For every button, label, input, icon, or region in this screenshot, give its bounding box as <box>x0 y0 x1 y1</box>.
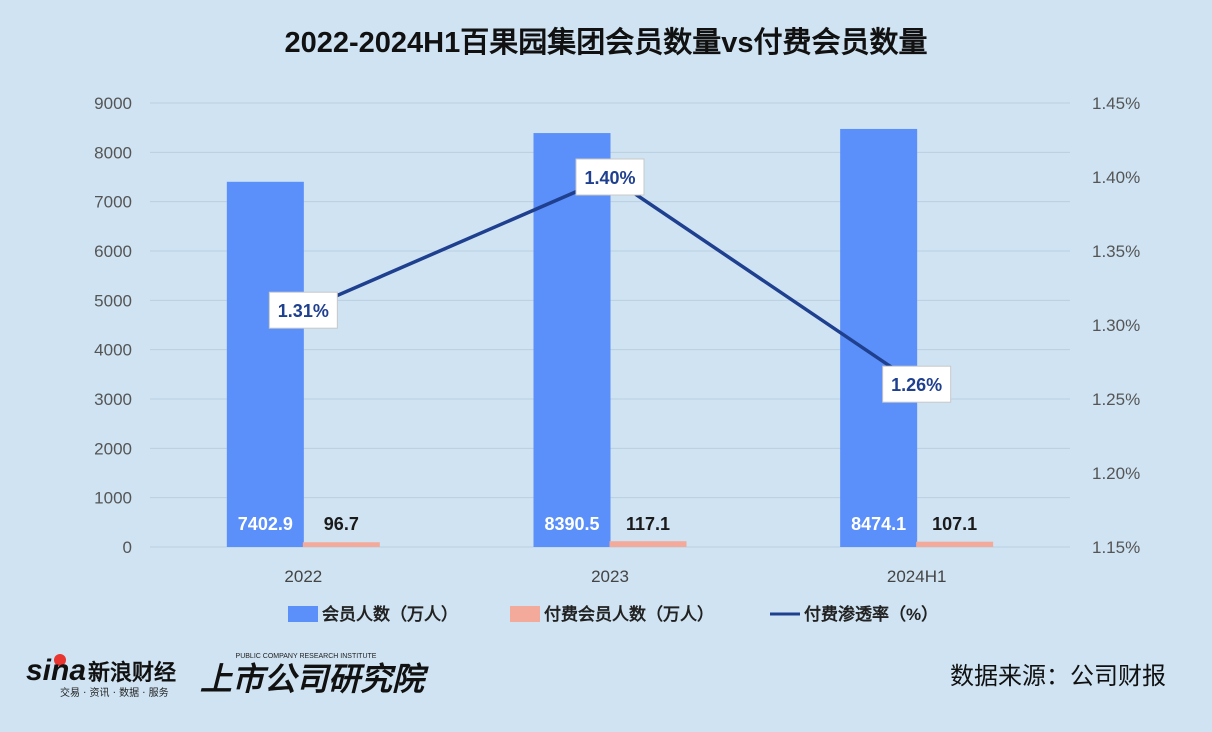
x-axis-categories: 2022 2023 2024H1 <box>284 567 946 586</box>
left-tick-label: 7000 <box>94 193 132 212</box>
left-tick-label: 0 <box>123 538 132 557</box>
line-data-label: 1.26% <box>891 375 942 395</box>
institute-tagline: PUBLIC COMPANY RESEARCH INSTITUTE <box>236 653 377 660</box>
chart-title: 2022-2024H1百果园集团会员数量vs付费会员数量 <box>284 26 927 59</box>
line-data-label: 1.40% <box>584 168 635 188</box>
penetration-line: 1.31% 1.40% 1.26% <box>268 158 952 403</box>
right-tick-label: 1.40% <box>1092 168 1140 187</box>
bars: 7402.9 96.7 8390.5 117.1 8474.1 107.1 <box>226 128 994 547</box>
category-label: 2023 <box>591 567 629 586</box>
line-label-box <box>575 158 645 196</box>
left-tick-label: 9000 <box>94 94 132 113</box>
bar-data-label: 107.1 <box>932 514 977 534</box>
institute-logo: PUBLIC COMPANY RESEARCH INSTITUTE 上市公司研究… <box>187 648 430 703</box>
left-tick-label: 5000 <box>94 291 132 310</box>
bar-data-label: 8474.1 <box>851 514 906 534</box>
legend-label: 会员人数（万人） <box>322 604 458 624</box>
left-tick-label: 6000 <box>94 242 132 261</box>
left-tick-label: 3000 <box>94 390 132 409</box>
bar-data-label: 117.1 <box>626 514 670 534</box>
line-label-box <box>268 291 338 329</box>
right-tick-label: 1.45% <box>1092 94 1140 113</box>
bar <box>226 181 304 547</box>
sina-tagline: 交易 · 资讯 · 数据 · 服务 <box>60 686 169 698</box>
bar-data-label: 96.7 <box>324 514 359 534</box>
left-tick-label: 8000 <box>94 143 132 162</box>
left-axis-ticks: 0 1000 2000 3000 4000 5000 6000 7000 8000 9000 <box>94 94 132 557</box>
right-tick-label: 1.35% <box>1092 242 1140 261</box>
right-axis-ticks: 1.15% 1.20% 1.25% 1.30% 1.35% 1.40% 1.45% <box>1092 94 1140 557</box>
legend: 会员人数（万人） 付费会员人数（万人） 付费渗透率（%） <box>288 604 938 624</box>
bar <box>533 133 611 547</box>
left-tick-label: 2000 <box>94 439 132 458</box>
legend-swatch <box>510 606 540 622</box>
line-label-box <box>882 365 952 403</box>
legend-swatch <box>288 606 318 622</box>
right-tick-label: 1.15% <box>1092 538 1140 557</box>
bar-data-label: 8390.5 <box>544 514 599 534</box>
bar <box>840 128 918 547</box>
right-tick-label: 1.30% <box>1092 316 1140 335</box>
bar <box>609 541 687 547</box>
bar-data-label: 7402.9 <box>238 514 293 534</box>
left-tick-label: 4000 <box>94 341 132 360</box>
right-tick-label: 1.25% <box>1092 390 1140 409</box>
svg-text:新浪财经: 新浪财经 <box>88 660 176 686</box>
bar <box>916 541 994 547</box>
bar <box>302 542 380 547</box>
line-data-label: 1.31% <box>278 301 329 321</box>
legend-label: 付费渗透率（%） <box>804 604 938 624</box>
institute-name: 上市公司研究院 <box>200 660 429 698</box>
category-label: 2024H1 <box>887 567 947 586</box>
category-label: 2022 <box>284 567 322 586</box>
sina-finance-logo: sina 新浪财经 交易 · 资讯 · 数据 · 服务 <box>24 648 194 703</box>
data-source: 数据来源：公司财报 <box>950 663 1166 690</box>
left-tick-label: 1000 <box>94 489 132 508</box>
legend-label: 付费会员人数（万人） <box>544 604 714 624</box>
svg-text:sina: sina <box>26 654 86 687</box>
right-tick-label: 1.20% <box>1092 464 1140 483</box>
